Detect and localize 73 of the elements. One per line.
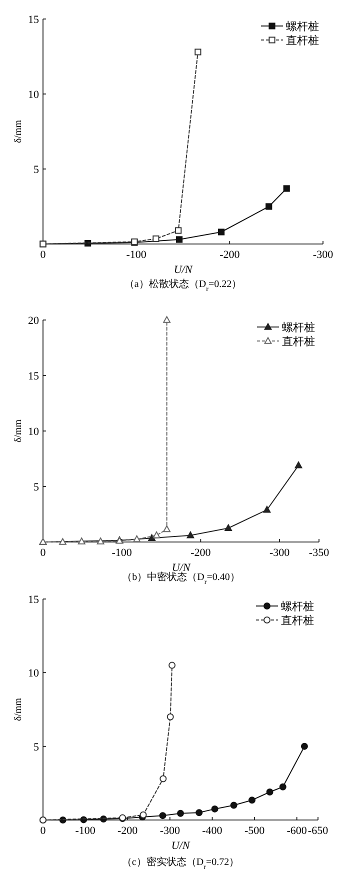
legend-label: 螺杆桩 [282, 321, 315, 334]
x-tick-label: -300 [269, 547, 290, 559]
point [133, 535, 141, 542]
point [96, 538, 104, 544]
point [283, 185, 290, 192]
point [163, 525, 171, 532]
point [176, 236, 183, 243]
point [159, 812, 166, 820]
point [266, 203, 272, 210]
x-tick-label: -200 [190, 547, 212, 559]
y-tick-label: 20 [28, 315, 40, 327]
point [177, 810, 184, 817]
x-tick-label: 0 [40, 547, 46, 559]
point [160, 775, 167, 782]
point [166, 713, 174, 720]
x-tick-label: -100 [112, 547, 132, 559]
point [248, 796, 256, 804]
point [211, 805, 218, 812]
y-tick-label: 15 [28, 370, 40, 382]
x-tick-label: -100 [126, 249, 147, 261]
point [279, 783, 286, 790]
point [168, 662, 176, 669]
point [175, 227, 182, 234]
x-tick-label: -300 [312, 249, 334, 261]
text: （c）密实状态（D$_{r}$=0.72） [122, 856, 240, 871]
y-tick-label: 15 [28, 594, 40, 606]
legend-label: 螺杆桩 [281, 600, 314, 613]
point [300, 742, 308, 750]
point [148, 534, 156, 542]
legend-label: 直杆桩 [286, 34, 319, 47]
legend-label: 直杆桩 [281, 614, 314, 627]
text: （a）松散状态（D$_{r}$=0.22） [124, 278, 242, 293]
x-tick-label: -500 [244, 825, 266, 837]
x-axis-title: U/N [171, 840, 190, 852]
y-tick-label: 10 [28, 668, 40, 680]
x-tick-label: -350 [308, 547, 330, 559]
x-tick-label: -200 [220, 249, 240, 261]
point [230, 802, 238, 809]
point [194, 48, 202, 56]
y-tick-label: 15 [28, 14, 40, 26]
point [140, 811, 147, 818]
y-tick-label: 5 [34, 741, 40, 754]
legend-label: 螺杆桩 [286, 20, 319, 33]
text: （b）中密状态（D$_{r}$=0.40） [122, 571, 240, 586]
point [186, 531, 194, 538]
y-axis-title: δ/mm [13, 698, 24, 722]
point [224, 524, 232, 532]
x-tick-label: -100 [75, 825, 96, 837]
point [59, 538, 66, 545]
point [78, 538, 86, 544]
point [196, 809, 203, 816]
x-tick-label: -650 [308, 825, 329, 837]
x-tick-label: -300 [160, 825, 180, 837]
x-tick-label: -400 [202, 825, 223, 837]
x-tick-label: -200 [118, 825, 138, 837]
point [152, 531, 160, 538]
legend-label: 直杆桩 [282, 335, 315, 348]
point [294, 462, 302, 468]
point [263, 506, 271, 513]
x-tick-label: 0 [40, 825, 46, 837]
x-tick-label: 0 [40, 249, 46, 261]
y-tick-label: 5 [34, 164, 40, 176]
point [152, 235, 160, 242]
x-axis-title: U/N [174, 264, 193, 276]
point [163, 316, 171, 323]
y-axis-title: δ/mm [13, 120, 24, 144]
y-tick-label: 5 [34, 482, 40, 494]
y-tick-label: 10 [28, 426, 40, 438]
y-tick-label: 10 [28, 89, 40, 101]
point [266, 788, 274, 796]
point [218, 228, 225, 236]
x-tick-label: -600 [286, 825, 308, 837]
y-axis-title: δ/mm [13, 419, 24, 443]
